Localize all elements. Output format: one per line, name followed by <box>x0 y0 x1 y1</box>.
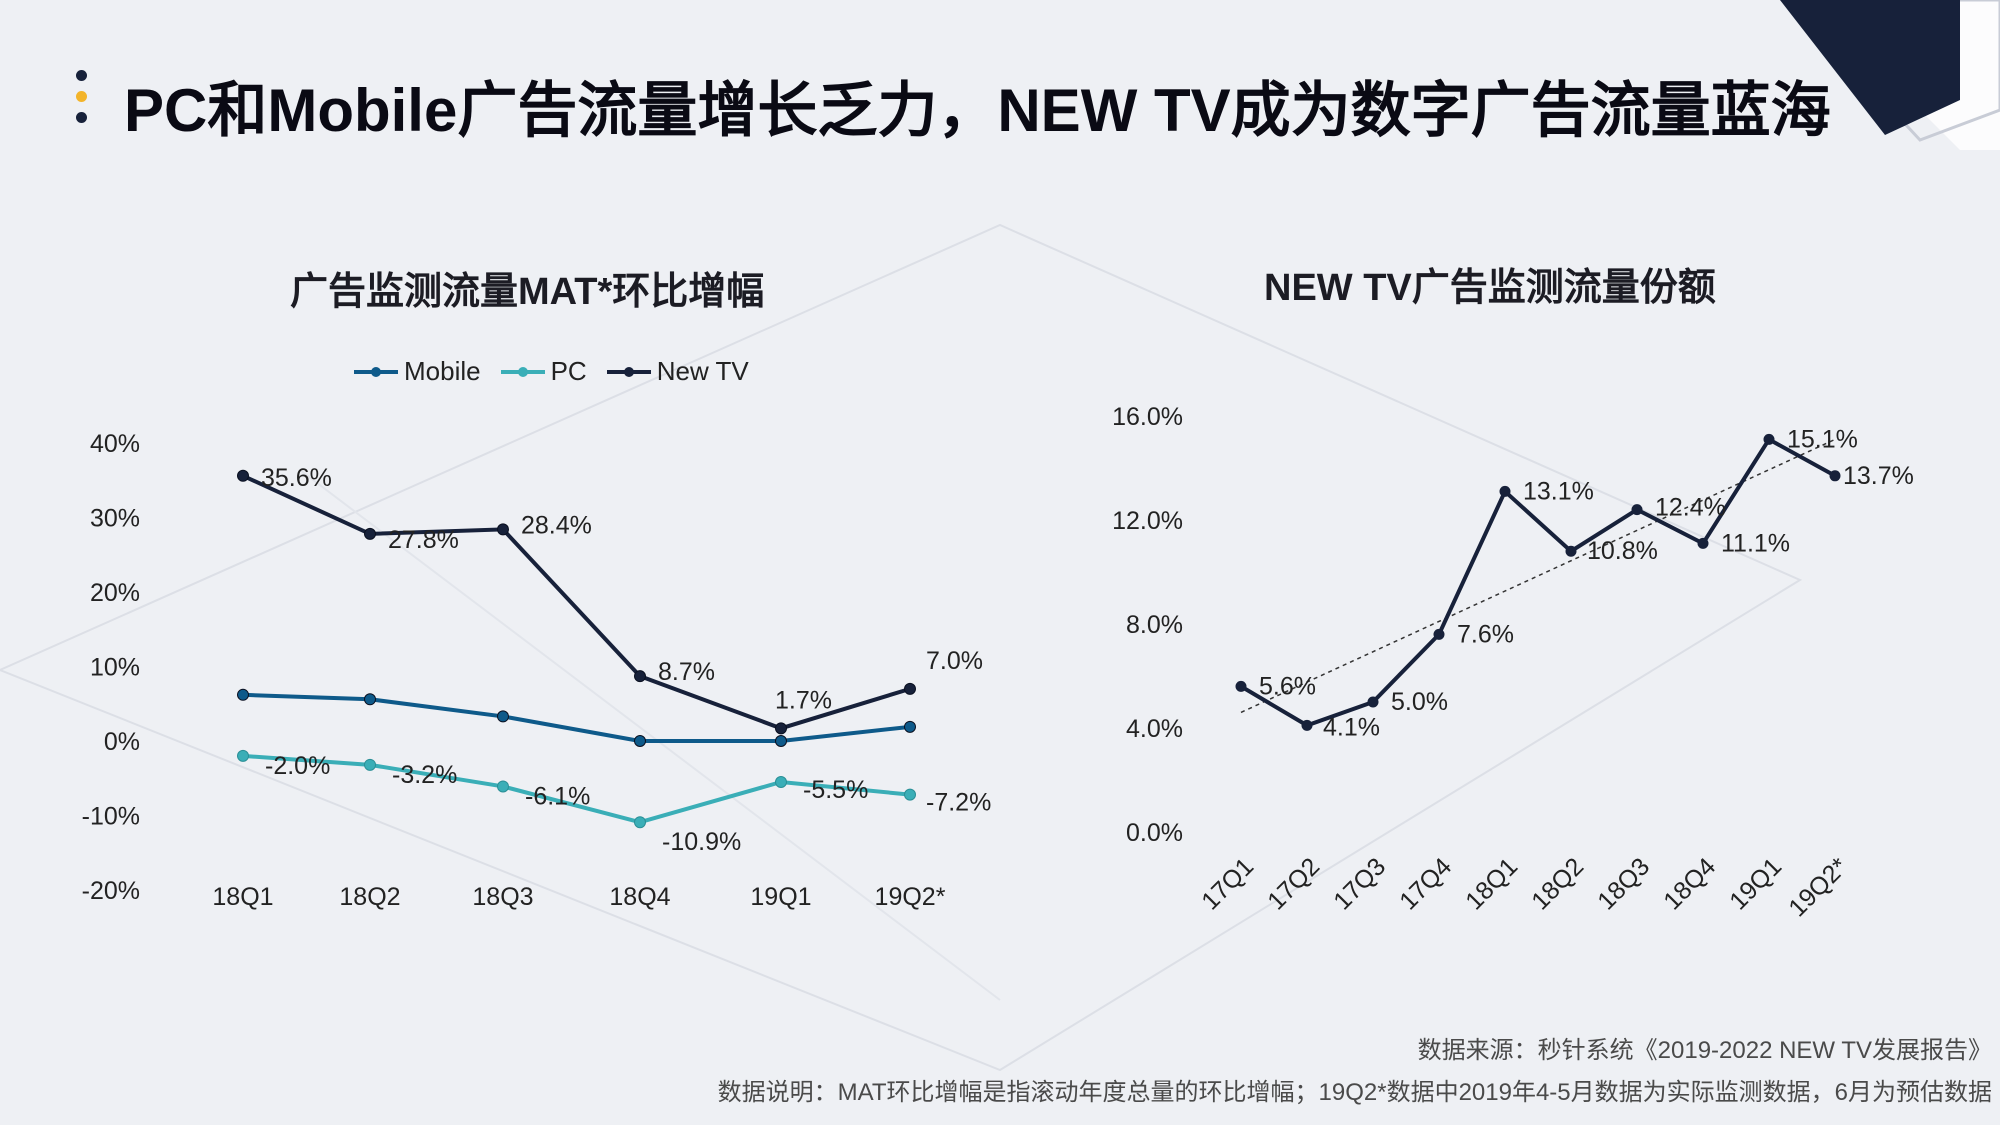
legend-label-pc: PC <box>550 356 587 386</box>
title-bullets <box>76 70 90 133</box>
note-text: 数据说明：MAT环比增幅是指滚动年度总量的环比增幅；19Q2*数据中2019年4… <box>717 1079 1992 1106</box>
left-chart-legend: Mobile PC New TV <box>354 356 749 387</box>
left-chart-title: 广告监测流量MAT*环比增幅 <box>290 271 765 313</box>
legend-item-mobile: Mobile <box>354 356 481 387</box>
legend-label-newtv: New TV <box>656 356 749 386</box>
source-text: 数据来源：秒针系统《2019-2022 NEW TV发展报告》 <box>1417 1037 1992 1064</box>
right-chart-title: NEW TV广告监测流量份额 <box>1264 267 1716 309</box>
legend-item-pc: PC <box>500 356 587 387</box>
legend-item-newtv: New TV <box>606 356 749 387</box>
legend-label-mobile: Mobile <box>404 356 481 386</box>
corner-decoration <box>1780 0 2000 150</box>
page-title: PC和Mobile广告流量增长乏力，NEW TV成为数字广告流量蓝海 <box>124 77 1831 144</box>
